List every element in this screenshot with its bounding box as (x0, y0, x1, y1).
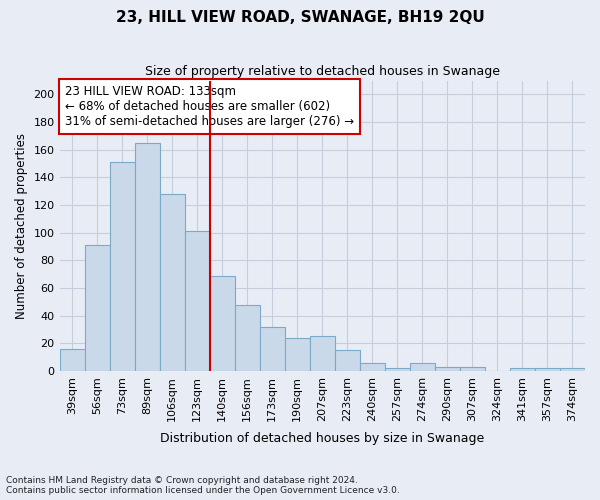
Bar (385, 368, 410, 371)
Bar (209, 276, 235, 371)
Bar (335, 350, 360, 371)
Text: 23 HILL VIEW ROAD: 133sqm
← 68% of detached houses are smaller (602)
31% of semi: 23 HILL VIEW ROAD: 133sqm ← 68% of detac… (65, 85, 354, 128)
Bar (85, 245, 110, 371)
Bar (410, 362, 435, 371)
Text: Contains HM Land Registry data © Crown copyright and database right 2024.
Contai: Contains HM Land Registry data © Crown c… (6, 476, 400, 495)
Bar (435, 367, 460, 371)
Bar (535, 368, 560, 371)
Y-axis label: Number of detached properties: Number of detached properties (15, 132, 28, 318)
Bar (260, 326, 285, 371)
X-axis label: Distribution of detached houses by size in Swanage: Distribution of detached houses by size … (160, 432, 484, 445)
Bar (59, 349, 85, 371)
Text: 23, HILL VIEW ROAD, SWANAGE, BH19 2QU: 23, HILL VIEW ROAD, SWANAGE, BH19 2QU (116, 10, 484, 25)
Bar (285, 338, 310, 371)
Bar (560, 368, 585, 371)
Title: Size of property relative to detached houses in Swanage: Size of property relative to detached ho… (145, 65, 500, 78)
Bar (235, 304, 260, 371)
Bar (160, 194, 185, 371)
Bar (460, 367, 485, 371)
Bar (110, 162, 134, 371)
Bar (134, 143, 160, 371)
Bar (360, 362, 385, 371)
Bar (310, 336, 335, 371)
Bar (510, 368, 535, 371)
Bar (185, 232, 209, 371)
